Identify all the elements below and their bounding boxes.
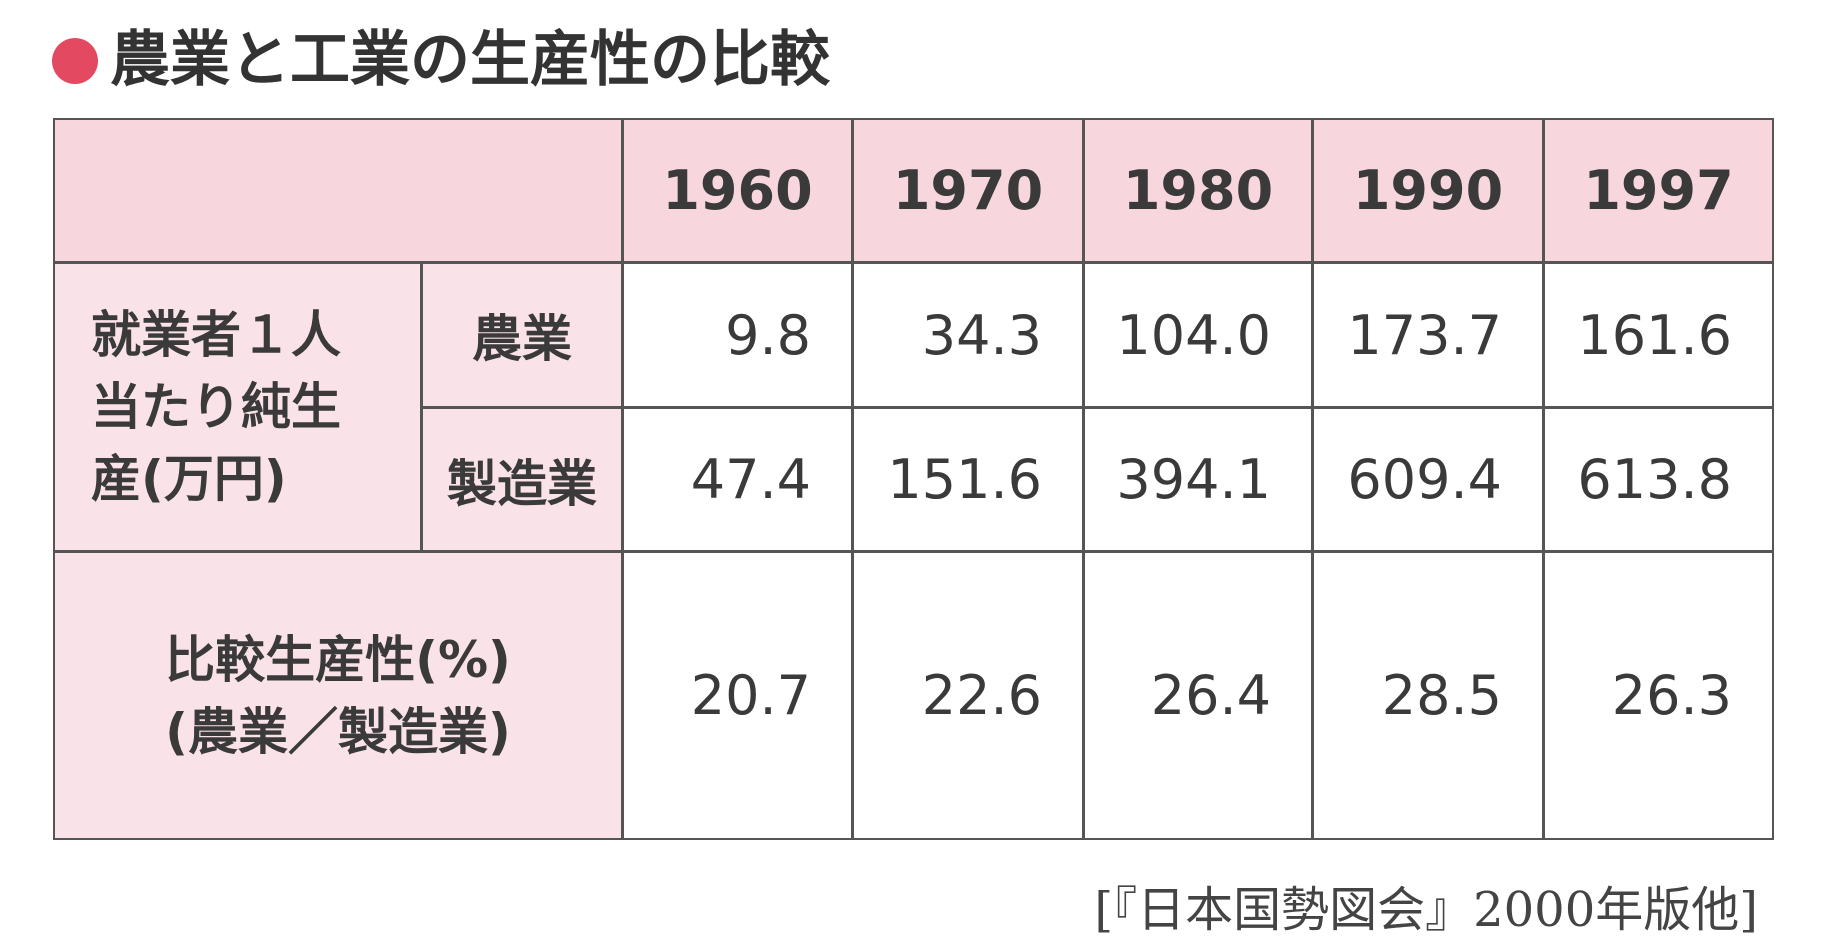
label-line: 就業者１人	[91, 306, 341, 364]
ratio-cell: 26.3	[1543, 551, 1774, 840]
ratio-cell: 28.5	[1312, 551, 1544, 840]
year-header: 1990	[1312, 118, 1544, 263]
value-cell: 609.4	[1312, 407, 1544, 552]
label-line: 産(万円)	[91, 450, 287, 508]
value-cell: 9.8	[622, 262, 853, 408]
value-cell: 173.7	[1312, 262, 1544, 408]
group-label: 就業者１人当たり純生産(万円)	[53, 262, 422, 552]
row-label: 農業	[421, 262, 623, 408]
value-cell: 104.0	[1083, 262, 1313, 408]
ratio-label: 比較生産性(%) (農業／製造業)	[53, 551, 623, 840]
ratio-cell: 20.7	[622, 551, 853, 840]
row-label: 製造業	[421, 407, 623, 552]
title: 農業と工業の生産性の比較	[110, 25, 830, 95]
header-corner	[53, 118, 623, 263]
value-cell: 394.1	[1083, 407, 1313, 552]
value-cell: 34.3	[852, 262, 1084, 408]
value-cell: 151.6	[852, 407, 1084, 552]
ratio-cell: 22.6	[852, 551, 1084, 840]
value-cell: 613.8	[1543, 407, 1774, 552]
year-header: 1970	[852, 118, 1084, 263]
value-cell: 161.6	[1543, 262, 1774, 408]
label-line: 比較生産性(%)	[165, 630, 511, 689]
year-header: 1980	[1083, 118, 1313, 263]
value-cell: 47.4	[622, 407, 853, 552]
title-bullet	[52, 38, 98, 84]
label-line: (農業／製造業)	[165, 702, 511, 761]
source: [『日本国勢図会』2000年版他]	[1094, 882, 1758, 938]
year-header: 1960	[622, 118, 853, 263]
label-line: 当たり純生	[91, 378, 341, 436]
year-header: 1997	[1543, 118, 1774, 263]
ratio-cell: 26.4	[1083, 551, 1313, 840]
